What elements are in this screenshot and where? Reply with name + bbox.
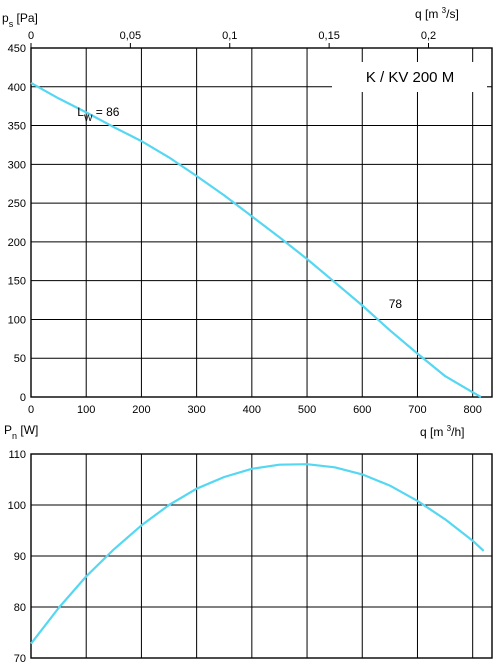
x-tick-label: 400 xyxy=(243,404,261,416)
y-tick-label: 50 xyxy=(14,353,26,365)
y-tick-label: 200 xyxy=(8,237,26,249)
top-x-tick-label: 0 xyxy=(28,30,34,42)
top-x-tick-label: 0,2 xyxy=(421,30,436,42)
y-tick-label: 80 xyxy=(14,602,26,614)
power-curve xyxy=(30,463,485,645)
top-x-tick-label: 0,1 xyxy=(222,30,237,42)
x-tick-label: 500 xyxy=(298,404,316,416)
y-tick-label: 100 xyxy=(8,314,26,326)
x-tick-label: 0 xyxy=(28,404,34,416)
power-chart: 70 80 90 100 110 Pn [W] xyxy=(4,423,493,664)
y-tick-label: 110 xyxy=(8,449,26,461)
x-axis-label-top: q [m 3/s] xyxy=(415,6,459,21)
x-tick-label: 300 xyxy=(187,404,205,416)
annotation-78: 78 xyxy=(389,297,403,311)
top-x-tick-label: 0,15 xyxy=(318,30,339,42)
y-tick-label: 70 xyxy=(14,653,26,664)
y-tick-label: 90 xyxy=(14,551,26,563)
x-tick-label: 100 xyxy=(77,404,95,416)
plot-frame xyxy=(30,453,493,659)
y-tick-label: 100 xyxy=(8,500,26,512)
x-tick-label: 700 xyxy=(408,404,426,416)
title-box xyxy=(332,62,487,92)
y-tick-label: 0 xyxy=(20,392,26,404)
y-tick-label: 250 xyxy=(8,198,26,210)
x-tick-label: 600 xyxy=(353,404,371,416)
x-tick-label: 200 xyxy=(132,404,150,416)
y-tick-label: 150 xyxy=(8,276,26,288)
y-tick-label: 300 xyxy=(8,159,26,171)
x-tick-label: 800 xyxy=(463,404,481,416)
annotation-lw: LW = 86 xyxy=(77,105,120,123)
top-x-tick-label: 0,05 xyxy=(120,30,141,42)
y-axis-label-pressure: ps [Pa] xyxy=(2,11,38,29)
plot-frame xyxy=(30,47,493,398)
chart-title: K / KV 200 M xyxy=(366,69,454,86)
y-axis-label-power: Pn [W] xyxy=(4,423,38,441)
y-tick-label: 400 xyxy=(8,82,26,94)
x-axis-label-bottom: q [m 3/h] xyxy=(420,424,464,439)
y-tick-label: 350 xyxy=(8,121,26,133)
y-tick-label: 450 xyxy=(8,43,26,55)
pressure-curve xyxy=(30,81,482,398)
